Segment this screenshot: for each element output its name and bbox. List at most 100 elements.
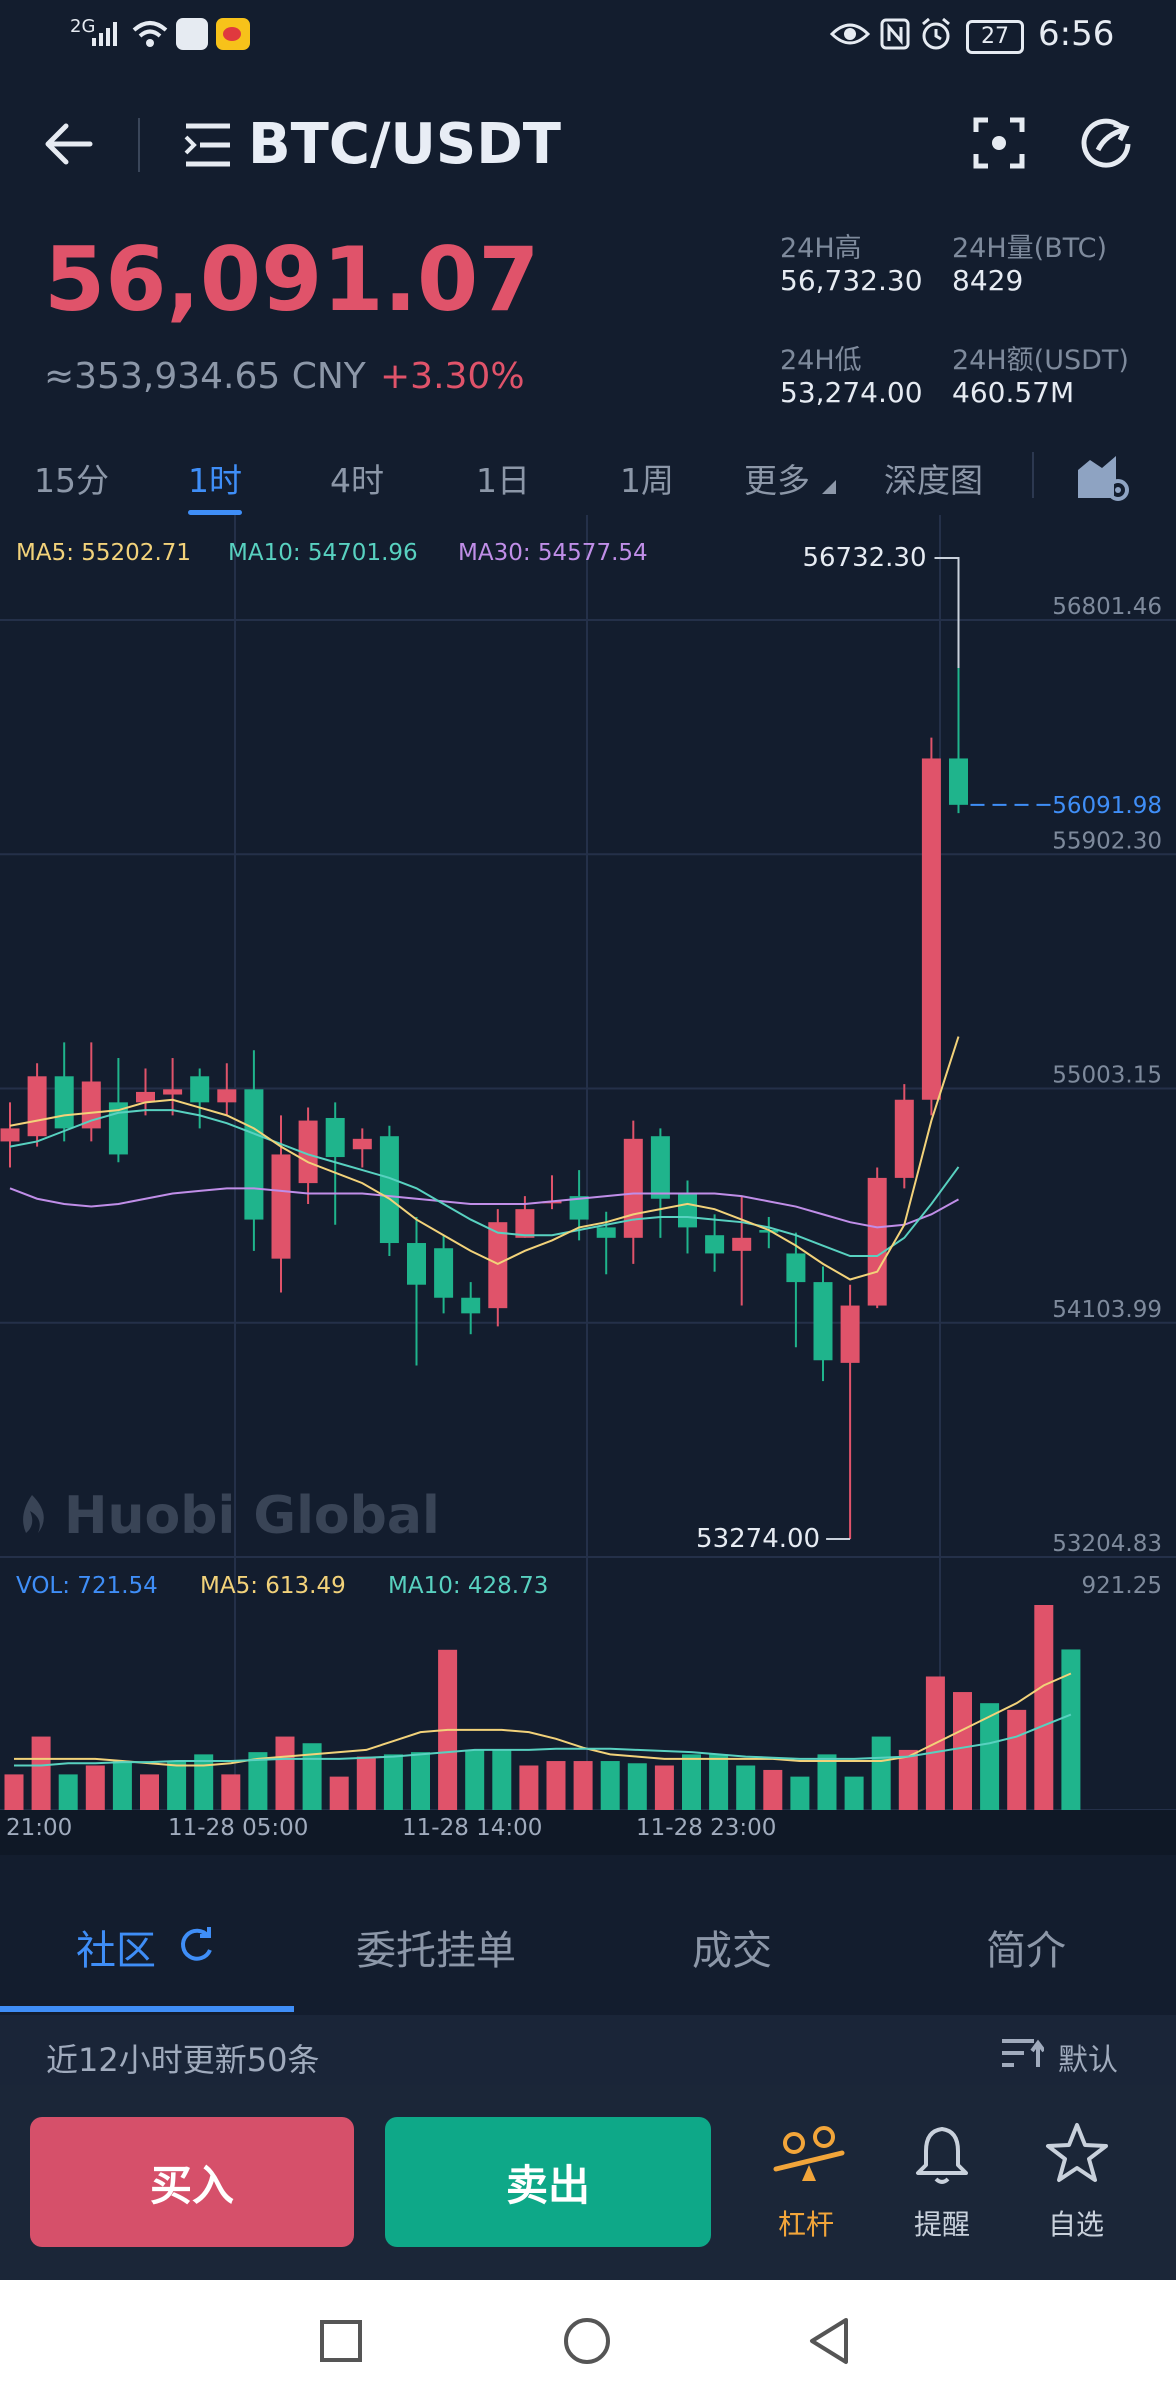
- candle-body: [759, 1230, 779, 1233]
- volume-bar: [709, 1754, 729, 1810]
- weibo-icon: [216, 18, 250, 50]
- volume-bar: [383, 1754, 403, 1810]
- candle-body: [623, 1138, 643, 1238]
- sell-button[interactable]: 卖出: [385, 2117, 711, 2247]
- ma10-line: [9, 1109, 960, 1258]
- tab-1w[interactable]: 1周: [620, 461, 674, 500]
- stat-high-label: 24H高: [780, 233, 862, 264]
- back-nav-icon[interactable]: [806, 2314, 854, 2368]
- price-change: +3.30%: [380, 356, 525, 397]
- alert-label[interactable]: 提醒: [914, 2208, 971, 2241]
- refresh-icon[interactable]: [176, 1924, 216, 1964]
- volume-bar: [1061, 1649, 1081, 1810]
- content-tab-indicator: [0, 2006, 294, 2012]
- volume-bar: [302, 1743, 322, 1810]
- candle-body: [434, 1248, 454, 1298]
- menu-list-icon[interactable]: [182, 122, 234, 168]
- low-price-label: 53274.00: [696, 1524, 820, 1554]
- volume-bar: [465, 1749, 485, 1810]
- favorite-label[interactable]: 自选: [1048, 2208, 1105, 2241]
- interval-tabs: 15分 1时 4时 1日 1周 更多 深度图: [0, 430, 1176, 518]
- candle-body: [488, 1222, 508, 1309]
- volume-ma10-line: [14, 1713, 1072, 1767]
- volume-bar: [682, 1754, 701, 1810]
- ma10-label: MA10: 54701.96: [228, 540, 418, 566]
- candle-body: [569, 1196, 589, 1220]
- share-icon[interactable]: [1078, 116, 1134, 172]
- header: BTC/USDT: [0, 72, 1176, 222]
- volume-bar: [411, 1752, 430, 1810]
- candle-body: [407, 1243, 426, 1285]
- tab-15min[interactable]: 15分: [34, 461, 109, 500]
- leverage-icon[interactable]: [772, 2125, 846, 2189]
- kline-chart[interactable]: MA5: 55202.71 MA10: 54701.96 MA30: 54577…: [0, 515, 1176, 1855]
- tab-more[interactable]: 更多: [744, 461, 810, 500]
- candle-body: [244, 1089, 264, 1220]
- candle-body: [678, 1193, 697, 1228]
- bell-icon[interactable]: [912, 2123, 972, 2189]
- stat-low-label: 24H低: [780, 345, 862, 376]
- tab-1d[interactable]: 1日: [476, 461, 530, 500]
- back-arrow-icon[interactable]: [40, 116, 96, 172]
- tab-trades[interactable]: 成交: [692, 1928, 772, 1974]
- volume-bar: [492, 1749, 512, 1810]
- watermark: Huobi Global: [64, 1486, 440, 1546]
- huobi-logo-icon: [23, 1495, 44, 1533]
- x-axis-label: 11-28 23:00: [636, 1815, 776, 1841]
- tab-intro[interactable]: 简介: [986, 1928, 1066, 1974]
- ma5-line: [9, 1036, 960, 1281]
- candle-body: [867, 1177, 887, 1306]
- signal-icon: [92, 22, 117, 46]
- candle-body: [650, 1136, 670, 1199]
- volume-bar: [248, 1752, 268, 1810]
- candle-body: [325, 1117, 345, 1158]
- volume-bar: [817, 1754, 837, 1810]
- network-type: 2G: [70, 16, 96, 37]
- stat-amount-label: 24H额(USDT): [952, 345, 1129, 376]
- recent-apps-icon[interactable]: [318, 2318, 364, 2364]
- tab-depth-chart[interactable]: 深度图: [884, 461, 983, 500]
- ma5-label: MA5: 55202.71: [16, 540, 191, 566]
- tab-4h[interactable]: 4时: [330, 461, 384, 500]
- candle-body: [271, 1154, 291, 1259]
- chart-settings-icon[interactable]: [1076, 452, 1132, 502]
- sort-label[interactable]: 默认: [1058, 2043, 1118, 2078]
- star-icon[interactable]: [1044, 2121, 1110, 2187]
- tab-1h[interactable]: 1时: [188, 461, 242, 500]
- volume-bar: [275, 1736, 295, 1810]
- tab-community[interactable]: 社区: [76, 1928, 156, 1974]
- buy-button[interactable]: 买入: [30, 2117, 354, 2247]
- candle-body: [108, 1102, 128, 1155]
- volume-bar: [221, 1774, 241, 1810]
- candle-body: [894, 1099, 914, 1178]
- volume-bar: [140, 1774, 159, 1810]
- candle-body: [705, 1235, 725, 1254]
- leverage-label[interactable]: 杠杆: [778, 2208, 835, 2241]
- volume-bar: [546, 1761, 566, 1810]
- candle-body: [840, 1305, 860, 1363]
- chart-annotations: 56732.30 53274.00 56091.98: [696, 543, 1162, 1554]
- pair-title[interactable]: BTC/USDT: [248, 112, 561, 177]
- battery-icon: 27: [966, 20, 1024, 54]
- candle-body: [27, 1076, 47, 1137]
- app-notification-icon: [176, 18, 208, 50]
- candle-body: [786, 1253, 806, 1283]
- volume-bar: [790, 1776, 810, 1810]
- x-axis-label: 11-28 14:00: [402, 1815, 542, 1841]
- tab-open-orders[interactable]: 委托挂单: [356, 1928, 516, 1974]
- candle-body: [379, 1136, 399, 1244]
- volume-bar: [85, 1765, 105, 1810]
- volume-bar: [329, 1776, 349, 1810]
- volume-ma5-line: [14, 1672, 1072, 1767]
- home-icon[interactable]: [562, 2316, 612, 2366]
- volume-bar: [898, 1749, 918, 1810]
- last-price: 56,091.07: [44, 228, 540, 331]
- candle-body: [949, 758, 968, 805]
- candle-body: [732, 1237, 752, 1251]
- alarm-icon: [922, 17, 950, 50]
- volume-bar: [627, 1763, 647, 1810]
- volume-bar: [1034, 1605, 1054, 1810]
- sort-icon[interactable]: [1000, 2035, 1044, 2071]
- screenshot-icon[interactable]: [972, 116, 1026, 170]
- current-price-label: 56091.98: [1052, 793, 1162, 819]
